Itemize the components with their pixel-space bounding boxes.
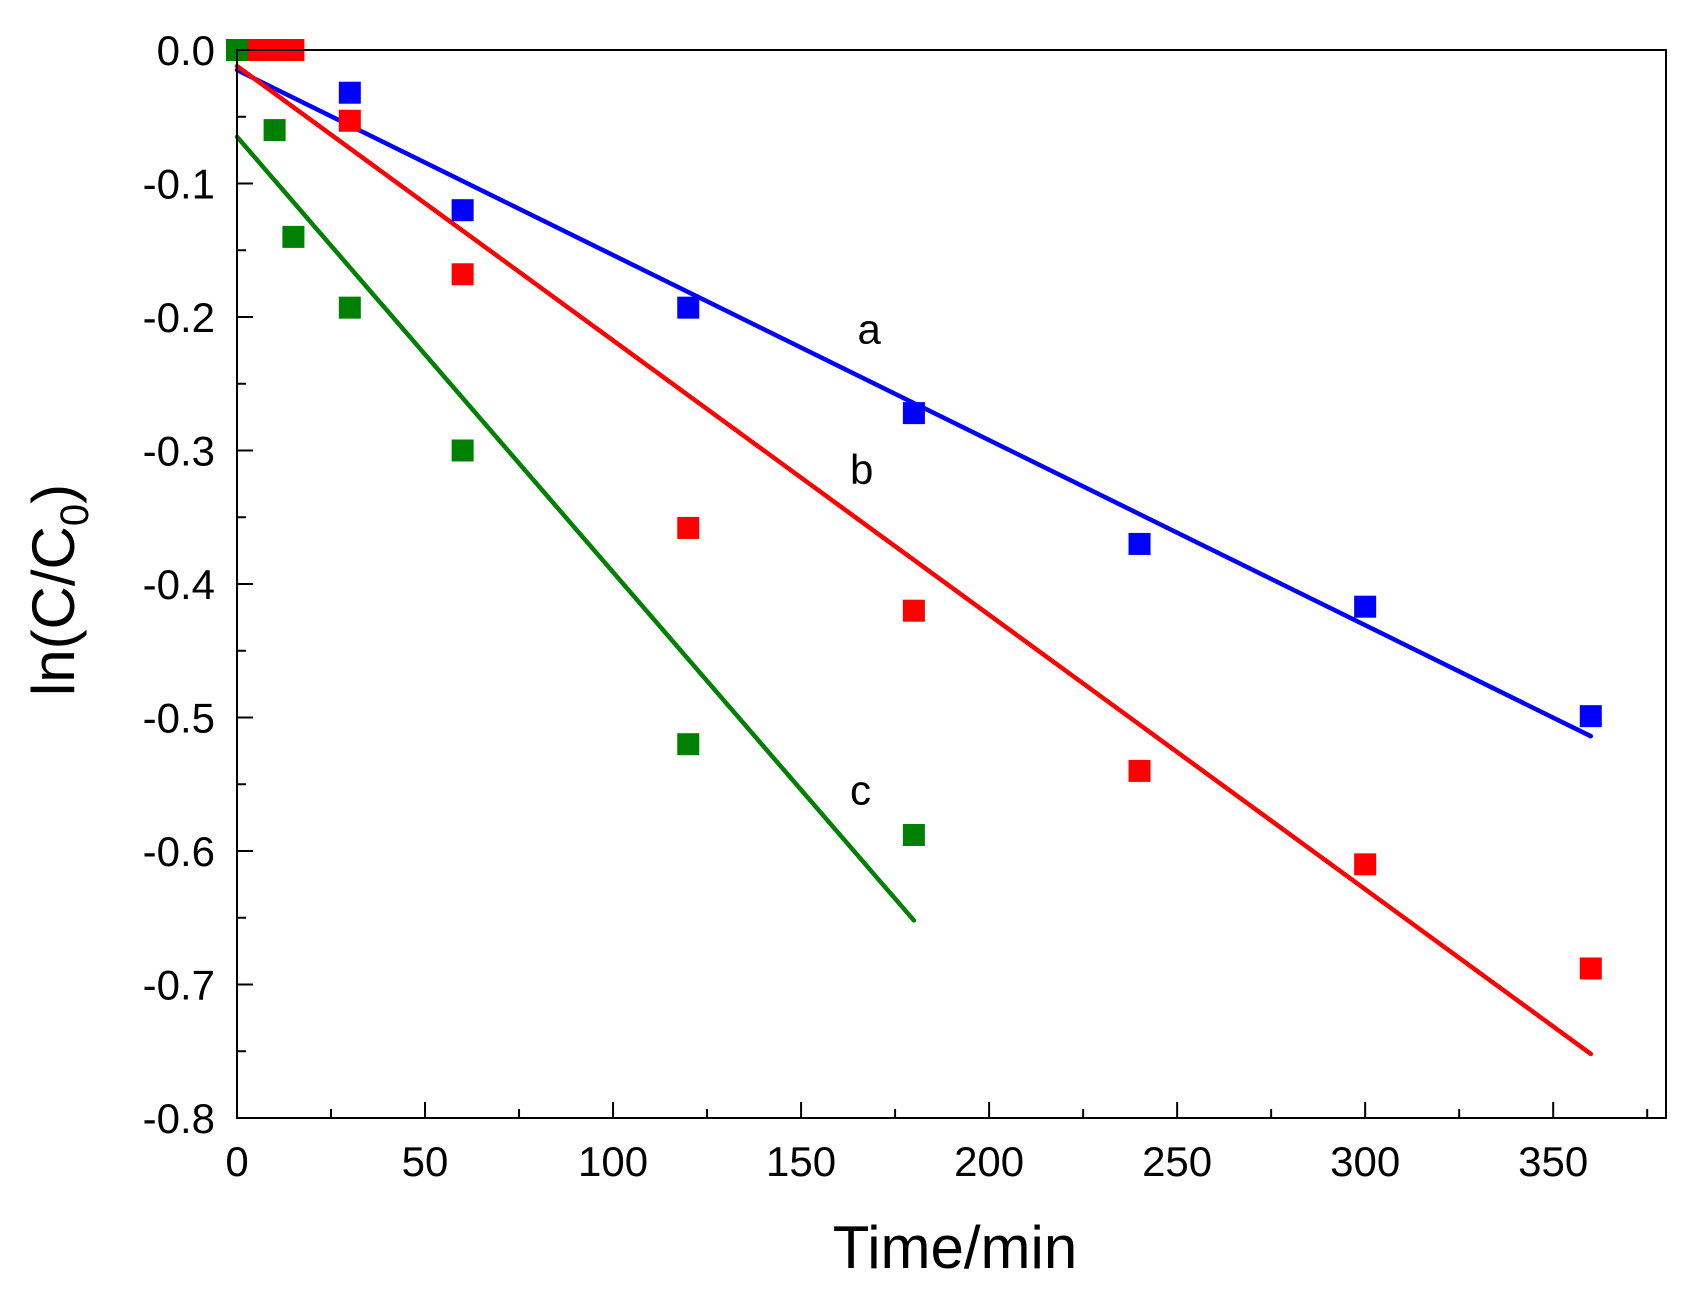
marker-a [1354, 595, 1377, 618]
x-tick-label: 150 [766, 1138, 836, 1185]
y-axis-title: ln(C/C0) [20, 484, 97, 696]
marker-a [677, 296, 700, 319]
x-tick-label: 350 [1518, 1138, 1588, 1185]
data-markers [226, 39, 1602, 980]
x-tick-label: 250 [1142, 1138, 1212, 1185]
fit-line-b [234, 63, 1594, 1057]
marker-c [282, 225, 305, 248]
y-axis-title-main: ln(C/C [20, 526, 87, 696]
annotation-c: c [850, 766, 871, 813]
series-annotations: a b c [850, 306, 882, 814]
marker-b [338, 109, 361, 132]
x-tick-label: 100 [578, 1138, 648, 1185]
y-tick-label: -0.8 [143, 1095, 215, 1142]
x-tick-label: 0 [225, 1138, 248, 1185]
marker-a [902, 402, 925, 425]
marker-b [1128, 759, 1151, 782]
fit-line-c [234, 134, 917, 923]
y-tick-label: -0.6 [143, 828, 215, 875]
y-axis-ticks: 0.0 -0.1 -0.2 -0.3 -0.4 -0.5 -0.6 -0.7 -0.8 [143, 27, 253, 1142]
y-tick-label: -0.7 [143, 962, 215, 1009]
y-tick-label: -0.2 [143, 294, 215, 341]
marker-c [263, 119, 286, 142]
y-axis-title-subscript: 0 [53, 504, 97, 526]
marker-c [451, 439, 474, 462]
marker-a [1579, 705, 1602, 728]
y-tick-label: -0.1 [143, 161, 215, 208]
y-tick-label: -0.3 [143, 428, 215, 475]
marker-b [1354, 853, 1377, 876]
marker-a [338, 81, 361, 104]
annotation-a: a [857, 306, 881, 353]
marker-a [451, 199, 474, 222]
y-tick-label: 0.0 [157, 27, 215, 74]
x-tick-label: 50 [402, 1138, 449, 1185]
x-tick-label: 200 [954, 1138, 1024, 1185]
y-axis-title-close: ) [20, 484, 87, 504]
x-axis-ticks: 0 50 100 150 200 250 300 350 [225, 1102, 1649, 1185]
annotation-b: b [850, 446, 873, 493]
marker-c [677, 733, 700, 756]
marker-b [1579, 957, 1602, 980]
marker-c [902, 823, 925, 846]
marker-c [338, 296, 361, 319]
marker-b [677, 516, 700, 539]
y-tick-label: -0.5 [143, 695, 215, 742]
marker-a [1128, 532, 1151, 555]
x-axis-title: Time/min [833, 1214, 1077, 1281]
y-tick-label: -0.4 [143, 561, 215, 608]
marker-b [902, 599, 925, 622]
marker-b [451, 263, 474, 286]
x-tick-label: 300 [1330, 1138, 1400, 1185]
